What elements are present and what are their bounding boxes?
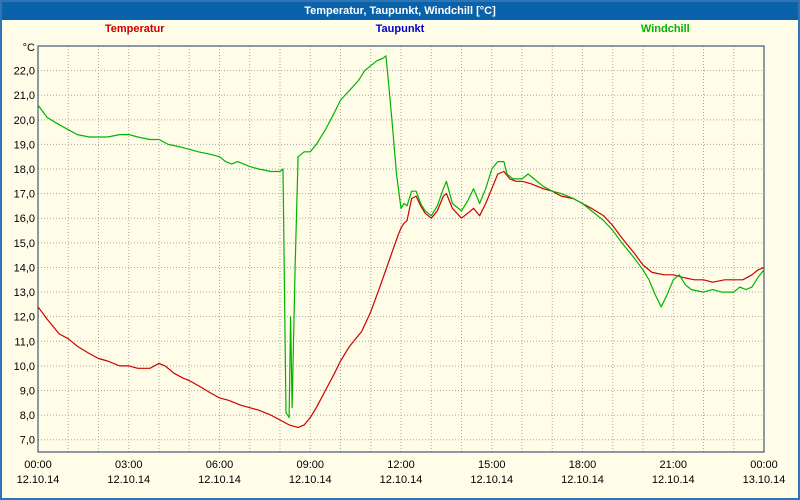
x-tick-date-label: 12.10.14 [380,474,423,486]
chart-plot-area: °C 7,0 8,0 9,0 10,0 11,0 12,0 13,0 14,0 15,0 16,0 1… [2,38,798,498]
y-tick-label: 16,0 [14,213,35,225]
x-tick-date-label: 12.10.14 [198,474,241,486]
title-bar: Temperatur, Taupunkt, Windchill [°C] [2,2,798,20]
y-axis-unit-label: °C [23,42,35,54]
y-tick-label: 17,0 [14,189,35,201]
y-tick-label: 10,0 [14,361,35,373]
y-tick-label: 22,0 [14,66,35,78]
x-tick-time-label: 15:00 [478,459,506,471]
x-tick-time-label: 06:00 [206,459,234,471]
x-tick-time-label: 00:00 [750,459,778,471]
x-tick-date-label: 12.10.14 [652,474,695,486]
x-tick-time-label: 03:00 [115,459,143,471]
y-tick-label: 19,0 [14,139,35,151]
chart-legend: Temperatur Taupunkt Windchill [2,20,798,38]
x-tick-date-label: 12.10.14 [17,474,60,486]
x-tick-time-label: 18:00 [569,459,597,471]
x-tick-date-label: 12.10.14 [561,474,604,486]
x-tick-time-label: 00:00 [24,459,52,471]
y-tick-label: 20,0 [14,115,35,127]
y-tick-label: 18,0 [14,164,35,176]
y-tick-label: 15,0 [14,238,35,250]
x-tick-time-label: 12:00 [387,459,415,471]
legend-temperatur: Temperatur [104,23,165,35]
y-tick-label: 11,0 [14,336,35,348]
x-tick-time-label: 09:00 [296,459,324,471]
x-tick-time-label: 21:00 [659,459,687,471]
x-tick-date-label: 12.10.14 [107,474,150,486]
x-tick-date-label: 13.10.14 [743,474,786,486]
y-tick-label: 9,0 [20,385,35,397]
chart-canvas: °C 7,0 8,0 9,0 10,0 11,0 12,0 13,0 14,0 15,0 16,0 1… [14,42,786,486]
y-tick-label: 7,0 [20,435,35,447]
series-windchill [37,55,765,419]
legend-taupunkt: Taupunkt [375,23,425,35]
y-tick-label: 13,0 [14,287,35,299]
y-tick-label: 12,0 [14,312,35,324]
legend-windchill: Windchill [640,23,690,35]
y-tick-label: 8,0 [20,410,35,422]
y-tick-label: 21,0 [14,90,35,102]
y-tick-label: 14,0 [14,262,35,274]
plot-border [37,45,765,453]
x-tick-date-label: 12.10.14 [470,474,513,486]
x-tick-date-label: 12.10.14 [289,474,332,486]
series-temperatur [37,170,765,428]
